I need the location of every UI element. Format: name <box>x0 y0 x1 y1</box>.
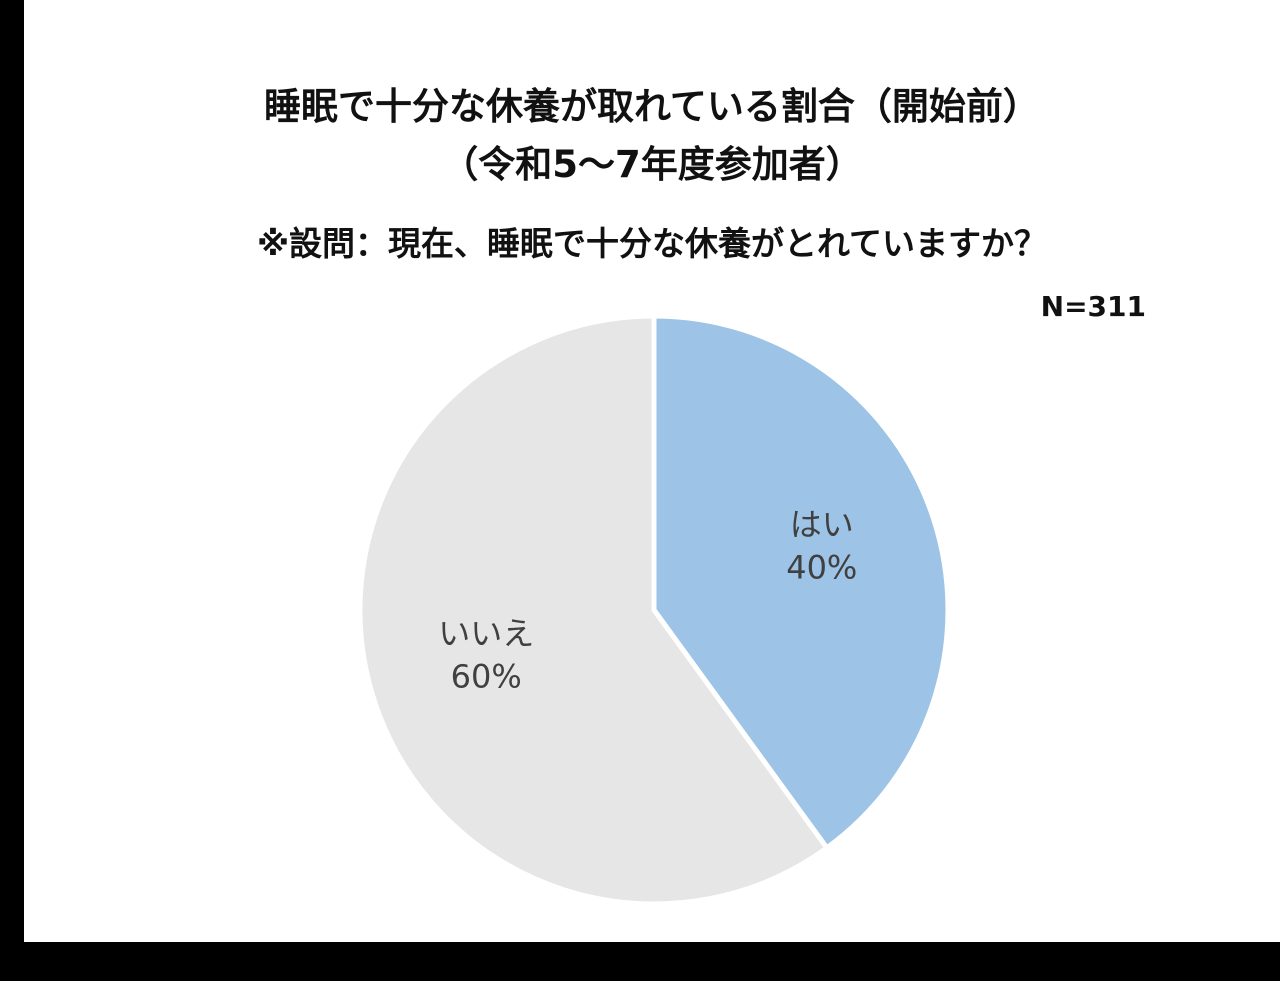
slice-value-label: 40% <box>786 548 857 586</box>
slice-label: はい <box>790 505 854 543</box>
slice-value-label: 60% <box>451 658 522 696</box>
sample-size-label: N=311 <box>1040 290 1146 323</box>
chart-subtitle: （令和5～7年度参加者） <box>441 143 863 186</box>
slice-label: いいえ <box>438 615 534 653</box>
chart-panel: 睡眠で十分な休養が取れている割合（開始前） （令和5～7年度参加者） ※設問：現… <box>24 0 1280 942</box>
pie-chart: はい 40% いいえ 60% <box>357 313 951 907</box>
survey-question: ※設問：現在、睡眠で十分な休養がとれていますか？ <box>256 224 1048 263</box>
pie-slice-yes <box>651 313 951 852</box>
pie-slice-no <box>357 313 831 907</box>
chart-title: 睡眠で十分な休養が取れている割合（開始前） <box>264 85 1040 128</box>
